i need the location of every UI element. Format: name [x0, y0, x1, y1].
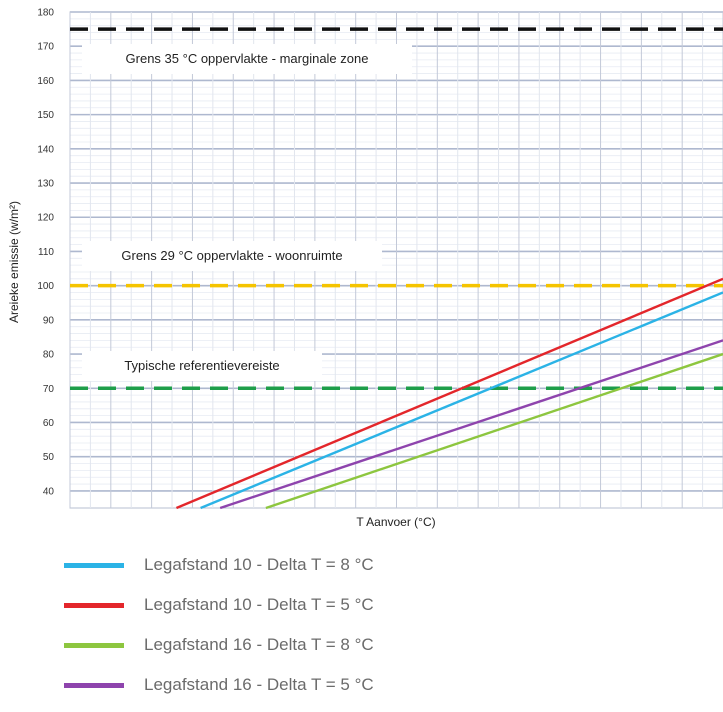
- y-tick-label: 90: [43, 315, 55, 326]
- legend-swatch: [64, 642, 124, 648]
- annotation-label-3: Typische referentievereiste: [124, 358, 279, 373]
- y-tick-label: 180: [37, 8, 54, 19]
- annotation-box-3: [82, 351, 322, 381]
- series-lines: [175, 277, 723, 510]
- y-tick-labels: 40 50 60 70 80 90 100 110 120 130 140 150 160 170 180: [37, 8, 54, 498]
- legend-item: Legafstand 10 - Delta T = 8 °C: [64, 552, 374, 578]
- y-tick-label: 100: [37, 281, 54, 292]
- legend-item: Legafstand 16 - Delta T = 5 °C: [64, 672, 374, 698]
- y-tick-label: 170: [37, 42, 54, 53]
- legend-label: Legafstand 16 - Delta T = 5 °C: [144, 675, 374, 694]
- series-line-4: [219, 339, 723, 510]
- series-line-3: [265, 352, 723, 510]
- chart: 405060708090100110120130140150160170180 …: [7, 8, 723, 529]
- legend-swatch: [64, 602, 124, 608]
- y-tick-label: 50: [43, 452, 55, 463]
- legend-swatch: [64, 682, 124, 688]
- legend: Legafstand 10 - Delta T = 8 °C Legafstand…: [64, 552, 374, 712]
- y-tick-label: 150: [37, 110, 54, 121]
- y-tick-label: 160: [37, 76, 54, 87]
- y-tick-label: 80: [43, 350, 55, 361]
- legend-label: Legafstand 16 - Delta T = 8 °C: [144, 635, 374, 654]
- y-tick-label: 140: [37, 144, 54, 155]
- annotation-label-1: Grens 35 °C oppervlakte - marginale zone: [126, 51, 369, 66]
- series-line-1: [200, 291, 723, 510]
- y-tick-label: 110: [38, 247, 54, 258]
- y-tick-label: 40: [43, 486, 55, 497]
- y-tick-label: 70: [43, 384, 55, 395]
- annotation-box-1: [82, 44, 412, 74]
- legend-swatch: [64, 562, 124, 568]
- threshold-annotations: Grens 35 °C oppervlakte - marginale zone…: [82, 44, 412, 381]
- x-axis-label: T Aanvoer (°C): [356, 515, 435, 529]
- annotation-box-2: [82, 241, 382, 271]
- legend-label: Legafstand 10 - Delta T = 8 °C: [144, 555, 374, 574]
- legend-item: Legafstand 10 - Delta T = 5 °C: [64, 592, 374, 618]
- threshold-lines: [70, 27, 723, 391]
- legend-item: Legafstand 16 - Delta T = 8 °C: [64, 632, 374, 658]
- y-tick-label: 60: [43, 418, 55, 429]
- annotation-label-2: Grens 29 °C oppervlakte - woonruimte: [121, 248, 342, 263]
- series-line-2: [175, 277, 723, 510]
- y-axis-label: Areieke emissie (w/m²): [7, 201, 21, 323]
- y-tick-label: 130: [37, 179, 54, 190]
- legend-label: Legafstand 10 - Delta T = 5 °C: [144, 595, 374, 614]
- y-tick-label: 120: [37, 213, 54, 224]
